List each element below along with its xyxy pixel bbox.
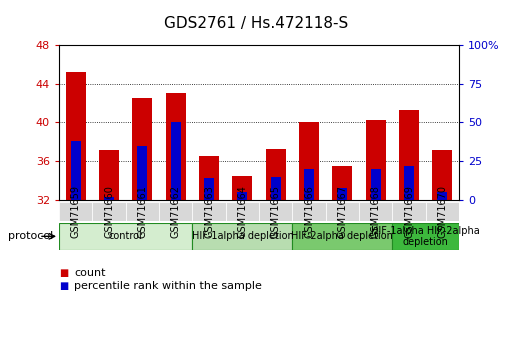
Text: ■: ■ xyxy=(59,282,68,291)
Bar xyxy=(192,223,292,250)
Text: GSM71660: GSM71660 xyxy=(104,185,114,238)
Text: GSM71661: GSM71661 xyxy=(137,185,147,238)
Text: GSM71668: GSM71668 xyxy=(371,185,381,238)
Text: HIF-2alpha depletion: HIF-2alpha depletion xyxy=(291,231,393,241)
Bar xyxy=(299,122,319,200)
Bar xyxy=(137,146,147,200)
Text: GDS2761 / Hs.472118-S: GDS2761 / Hs.472118-S xyxy=(164,16,349,30)
Bar xyxy=(92,202,126,221)
Bar xyxy=(271,177,281,200)
Bar xyxy=(432,150,452,200)
Text: count: count xyxy=(74,268,106,277)
Bar xyxy=(59,223,192,250)
Bar xyxy=(426,202,459,221)
Text: HIF-1alpha HIF-2alpha
depletion: HIF-1alpha HIF-2alpha depletion xyxy=(371,226,480,247)
Text: GSM71665: GSM71665 xyxy=(271,185,281,238)
Bar xyxy=(159,202,192,221)
Bar xyxy=(59,202,92,221)
Bar xyxy=(104,197,114,200)
Bar xyxy=(71,141,81,200)
Bar xyxy=(399,110,419,200)
Bar xyxy=(126,202,159,221)
Bar xyxy=(359,202,392,221)
Text: GSM71664: GSM71664 xyxy=(238,185,247,238)
Text: HIF-1alpha depletion: HIF-1alpha depletion xyxy=(191,231,293,241)
Bar xyxy=(171,122,181,200)
Bar xyxy=(99,150,119,200)
Text: GSM71667: GSM71667 xyxy=(338,185,347,238)
Bar xyxy=(392,202,426,221)
Bar xyxy=(292,202,326,221)
Bar xyxy=(326,202,359,221)
Bar xyxy=(266,149,286,200)
Text: GSM71663: GSM71663 xyxy=(204,185,214,238)
Bar xyxy=(338,188,347,200)
Text: control: control xyxy=(109,231,143,241)
Text: protocol: protocol xyxy=(8,231,53,241)
Bar xyxy=(292,223,392,250)
Text: GSM71669: GSM71669 xyxy=(404,185,414,238)
Bar xyxy=(238,193,247,200)
Bar xyxy=(371,169,381,200)
Bar xyxy=(392,223,459,250)
Bar xyxy=(232,176,252,200)
Bar xyxy=(204,178,214,200)
Text: GSM71662: GSM71662 xyxy=(171,185,181,238)
Bar xyxy=(366,120,386,200)
Bar xyxy=(332,166,352,200)
Text: ■: ■ xyxy=(59,268,68,277)
Bar xyxy=(132,98,152,200)
Text: GSM71666: GSM71666 xyxy=(304,185,314,238)
Text: percentile rank within the sample: percentile rank within the sample xyxy=(74,282,262,291)
Text: GSM71659: GSM71659 xyxy=(71,185,81,238)
Bar xyxy=(438,193,447,200)
Bar xyxy=(404,166,414,200)
Bar xyxy=(66,72,86,200)
Bar xyxy=(226,202,259,221)
Bar xyxy=(259,202,292,221)
Text: GSM71670: GSM71670 xyxy=(438,185,447,238)
Bar xyxy=(199,156,219,200)
Bar xyxy=(166,93,186,200)
Bar xyxy=(304,169,314,200)
Bar xyxy=(192,202,226,221)
